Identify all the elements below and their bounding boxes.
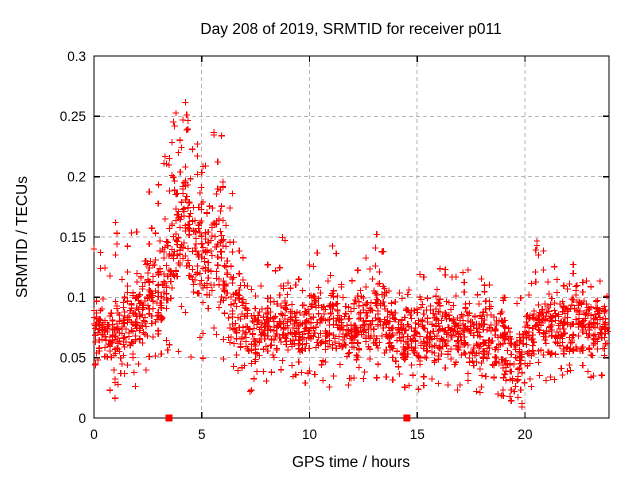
- flag-square-marker: [403, 414, 411, 422]
- y-tick-label: 0.15: [60, 230, 86, 245]
- x-tick-label: 15: [410, 427, 425, 442]
- x-axis-label: GPS time / hours: [292, 454, 410, 471]
- plot-frame: [93, 55, 610, 419]
- y-tick-label: 0.2: [67, 169, 86, 184]
- y-tick-label: 0.3: [67, 49, 86, 64]
- flag-square-markers: [165, 414, 411, 422]
- x-tick-label: 10: [302, 427, 317, 442]
- x-tick-label: 5: [198, 427, 206, 442]
- x-tick-label: 20: [517, 427, 532, 442]
- flag-square-marker: [165, 414, 173, 422]
- y-axis-label: SRMTID / TECUs: [14, 176, 31, 298]
- y-tick-label: 0.05: [60, 350, 86, 365]
- scatter-points: [90, 99, 612, 410]
- axis-tick-labels: 0 5 10 15 20 0 0.05 0.1 0.15 0.2 0.25 0.3: [60, 49, 533, 442]
- y-tick-label: 0.1: [67, 290, 86, 305]
- y-tick-label: 0.25: [60, 109, 86, 124]
- x-tick-label: 0: [90, 427, 98, 442]
- chart-title: Day 208 of 2019, SRMTID for receiver p01…: [200, 21, 501, 38]
- y-tick-label: 0: [78, 411, 86, 426]
